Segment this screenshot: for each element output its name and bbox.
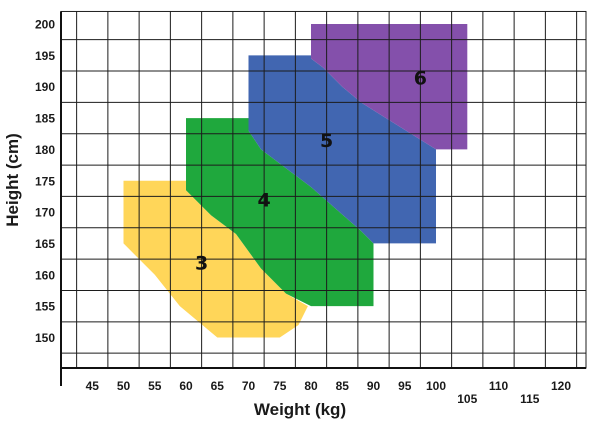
x-tick-label: 70 <box>242 379 256 393</box>
x-tick-label: 65 <box>211 379 225 393</box>
size-zone-labels: 3 4 5 6 <box>195 67 427 274</box>
zone-label-3: 3 <box>195 252 208 274</box>
zone-label-4: 4 <box>258 190 271 212</box>
y-tick-label: 195 <box>35 49 55 63</box>
y-tick-labels: 150 155 160 165 170 175 180 185 190 195 200 <box>35 18 55 346</box>
zone-label-5: 5 <box>320 130 333 152</box>
y-tick-label: 175 <box>35 174 55 188</box>
x-tick-label: 95 <box>398 379 412 393</box>
x-tick-label: 60 <box>179 379 193 393</box>
chart-axes <box>60 11 586 386</box>
x-axis-title: Weight (kg) <box>254 400 346 419</box>
y-tick-label: 170 <box>35 206 55 220</box>
y-tick-label: 165 <box>35 237 55 251</box>
x-tick-label: 75 <box>273 379 287 393</box>
y-tick-label: 155 <box>35 300 55 314</box>
y-tick-label: 190 <box>35 80 55 94</box>
y-axis-title: Height (cm) <box>3 133 22 227</box>
x-tick-label: 120 <box>551 379 571 393</box>
x-tick-label: 110 <box>489 379 509 393</box>
x-tick-label: 100 <box>426 379 446 393</box>
x-tick-label: 80 <box>304 379 318 393</box>
y-tick-label: 150 <box>35 331 55 345</box>
y-tick-label: 185 <box>35 112 55 126</box>
y-tick-label: 180 <box>35 143 55 157</box>
x-tick-label: 105 <box>457 392 477 406</box>
x-tick-label: 50 <box>117 379 131 393</box>
y-tick-label: 160 <box>35 268 55 282</box>
x-tick-label: 90 <box>367 379 381 393</box>
chart-grid <box>60 10 587 369</box>
x-tick-labels: 45 50 55 60 65 70 75 80 85 90 95 100 105 110 115 120 <box>86 379 572 406</box>
y-tick-label: 200 <box>35 18 55 32</box>
x-tick-label: 55 <box>148 379 162 393</box>
x-tick-label: 85 <box>336 379 350 393</box>
x-tick-label: 115 <box>520 392 540 406</box>
zone-label-6: 6 <box>414 67 427 89</box>
x-tick-label: 45 <box>86 379 100 393</box>
